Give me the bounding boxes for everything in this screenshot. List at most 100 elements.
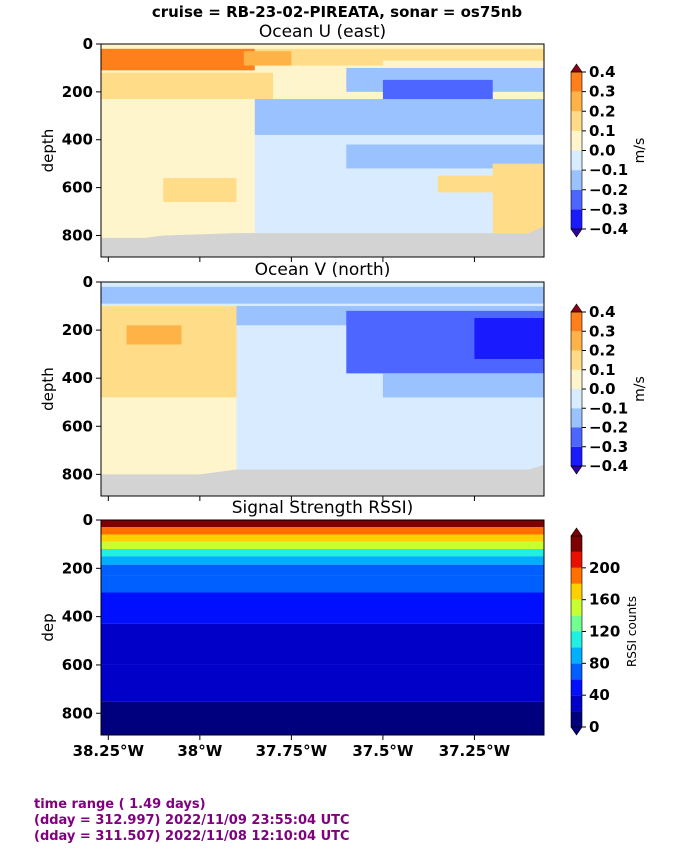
colorbar-tick-label: −0.2 [589,419,628,437]
heatmap-band [101,701,544,735]
y-tick-label: 0 [83,273,93,291]
heatmap-cell [382,373,544,398]
colorbar-segment [571,567,582,584]
y-tick-label: 400 [62,131,93,149]
colorbar-tick-label: −0.1 [589,399,628,417]
panel-title: Ocean V (north) [255,260,391,280]
y-axis-label: dep [39,613,57,641]
x-tick-label: 38.25°W [73,742,145,760]
colorbar-tick-label: 160 [589,591,620,609]
heatmap-cell [492,163,544,234]
colorbar-segment [571,631,582,648]
colorbar: 0.40.3 0.20.10.0−0.1 −0.2−0.3−0.4 m/s [570,303,648,475]
heatmap-band [101,534,544,542]
y-tick-label: 0 [83,511,93,529]
colorbar-segment [571,446,582,466]
heatmap-cell [101,306,237,398]
heatmap-cell [101,286,544,304]
colorbar-segment [571,599,582,616]
colorbar-segment [571,427,582,447]
colorbar-tick-label: −0.2 [589,181,628,199]
colorbar-extend-max [570,303,583,313]
heatmap-band [101,548,544,557]
colorbar-segment [571,130,582,151]
colorbar-tick-label: 0.3 [589,322,616,340]
y-tick-label: 600 [62,656,93,674]
y-tick-label: 200 [62,321,93,339]
axes-frame [100,281,545,497]
colorbar-segment [571,170,582,190]
colorbar-tick-label: 0.1 [589,361,616,379]
nodata-region [101,464,544,496]
heatmap-band [101,623,544,665]
colorbar-tick-label: 0.0 [589,142,616,160]
panel-title: Ocean U (east) [259,22,386,42]
heatmap-band [101,564,544,576]
colorbar-segment [571,111,582,131]
colorbar-segment [571,711,582,727]
heatmap-band [101,520,544,528]
colorbar-segment [571,615,582,632]
heatmap-cell [163,178,237,202]
panel-1: Ocean U (east)0200400600800depth0.40.30.… [39,22,648,262]
heatmap-cell [346,144,544,169]
colorbar-tick-label: 80 [589,654,610,672]
colorbar-tick-label: 0.3 [589,83,616,101]
colorbar-label: m/s [632,138,648,164]
colorbar-segment [571,389,582,409]
heatmap-band [101,541,544,549]
colorbar-tick-label: 0.2 [589,342,616,360]
heatmap-cell [474,318,544,359]
axes-frame [100,43,545,258]
footer-start-time: (dday = 311.507) 2022/11/08 12:10:04 UTC [34,829,350,844]
y-tick-label: 800 [62,704,93,722]
colorbar-segment [571,189,582,210]
colorbar-segment [571,72,582,92]
heatmap-cell [382,48,544,61]
colorbar-tick-label: −0.3 [589,438,628,456]
colorbar-tick-label: −0.4 [589,457,628,475]
y-tick-label: 600 [62,179,93,197]
y-axis-label: depth [39,129,57,173]
plot-area [101,520,544,735]
colorbar-tick-label: 120 [589,623,620,641]
panel-2: Ocean V (north)0200400600800depth0.40.30… [39,260,648,501]
colorbar-segment [571,150,582,171]
colorbar-segment [571,331,582,351]
heatmap-band [101,556,544,565]
colorbar-segment [571,91,582,112]
heatmap-cell [101,48,255,71]
colorbar-segment [571,663,582,680]
heatmap-band [101,592,544,624]
colorbar-tick-label: 200 [589,559,620,577]
y-tick-label: 200 [62,83,93,101]
x-tick-label: 38°W [177,742,222,760]
heatmap-cell [101,72,274,100]
heatmap-band [101,527,544,535]
heatmap-band [101,575,544,593]
colorbar-segment [571,695,582,712]
colorbar-tick-label: 0.4 [589,303,616,321]
heatmap-cell [243,51,292,66]
colorbar: 200 160 120 80 40 0 RSSI counts [570,527,639,736]
y-tick-label: 800 [62,465,93,483]
heatmap-cell [101,397,237,480]
colorbar-tick-label: 40 [589,686,610,704]
y-tick-label: 400 [62,369,93,387]
x-tick-label: 37.75°W [256,742,328,760]
y-axis-label: depth [39,367,57,411]
colorbar-tick-label: 0.2 [589,102,616,120]
colorbar-segment [571,312,582,332]
colorbar-tick-label: 0.1 [589,122,616,140]
x-tick-label: 37.25°W [439,742,511,760]
x-tick-label: 37.5°W [352,742,414,760]
plot-area [101,44,544,257]
colorbar-extend-min [570,228,583,238]
heatmap-band [101,664,544,702]
heatmap-cell [254,99,544,135]
colorbar-segment [571,536,582,552]
colorbar-tick-label: −0.3 [589,200,628,218]
colorbar-extend-max [570,63,583,73]
colorbar-tick-label: −0.1 [589,161,628,179]
